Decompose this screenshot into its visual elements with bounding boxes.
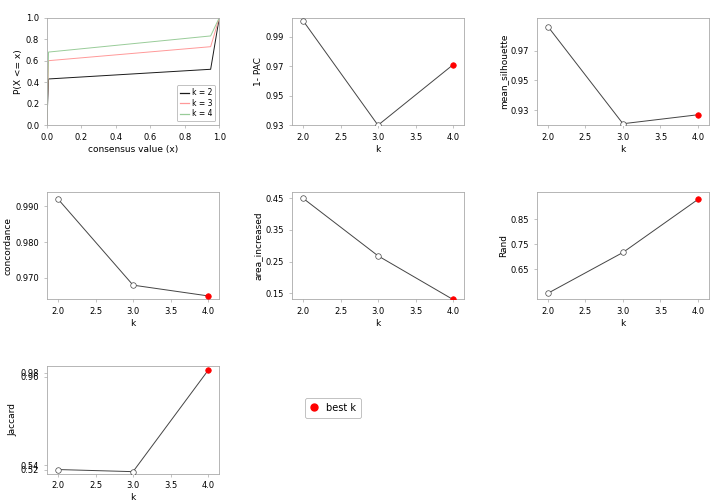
X-axis label: k: k [375, 319, 381, 328]
Point [202, 292, 214, 300]
Y-axis label: P(X <= x): P(X <= x) [14, 49, 23, 94]
Point [53, 195, 64, 203]
Y-axis label: mean_silhouette: mean_silhouette [499, 34, 508, 109]
Point [692, 111, 703, 119]
Legend: k = 2, k = 3, k = 4: k = 2, k = 3, k = 4 [176, 85, 215, 121]
Point [617, 248, 629, 257]
Y-axis label: concordance: concordance [4, 217, 13, 275]
Point [127, 281, 139, 289]
Point [53, 466, 64, 474]
Point [372, 121, 384, 129]
Point [542, 289, 554, 297]
X-axis label: consensus value (x): consensus value (x) [88, 145, 178, 154]
Y-axis label: Jaccard: Jaccard [9, 404, 18, 436]
Point [542, 23, 554, 31]
Y-axis label: Rand: Rand [499, 234, 508, 257]
Point [447, 61, 459, 69]
Point [447, 295, 459, 303]
Point [297, 17, 309, 25]
Point [692, 196, 703, 204]
X-axis label: k: k [130, 319, 135, 328]
Point [127, 468, 139, 476]
Y-axis label: 1- PAC: 1- PAC [254, 57, 263, 86]
X-axis label: k: k [621, 145, 626, 154]
Point [202, 366, 214, 374]
X-axis label: k: k [621, 319, 626, 328]
Point [617, 119, 629, 128]
X-axis label: k: k [375, 145, 381, 154]
Legend: best k: best k [305, 398, 361, 418]
Point [297, 194, 309, 202]
Y-axis label: area_increased: area_increased [254, 211, 263, 280]
X-axis label: k: k [130, 493, 135, 502]
Point [372, 252, 384, 260]
